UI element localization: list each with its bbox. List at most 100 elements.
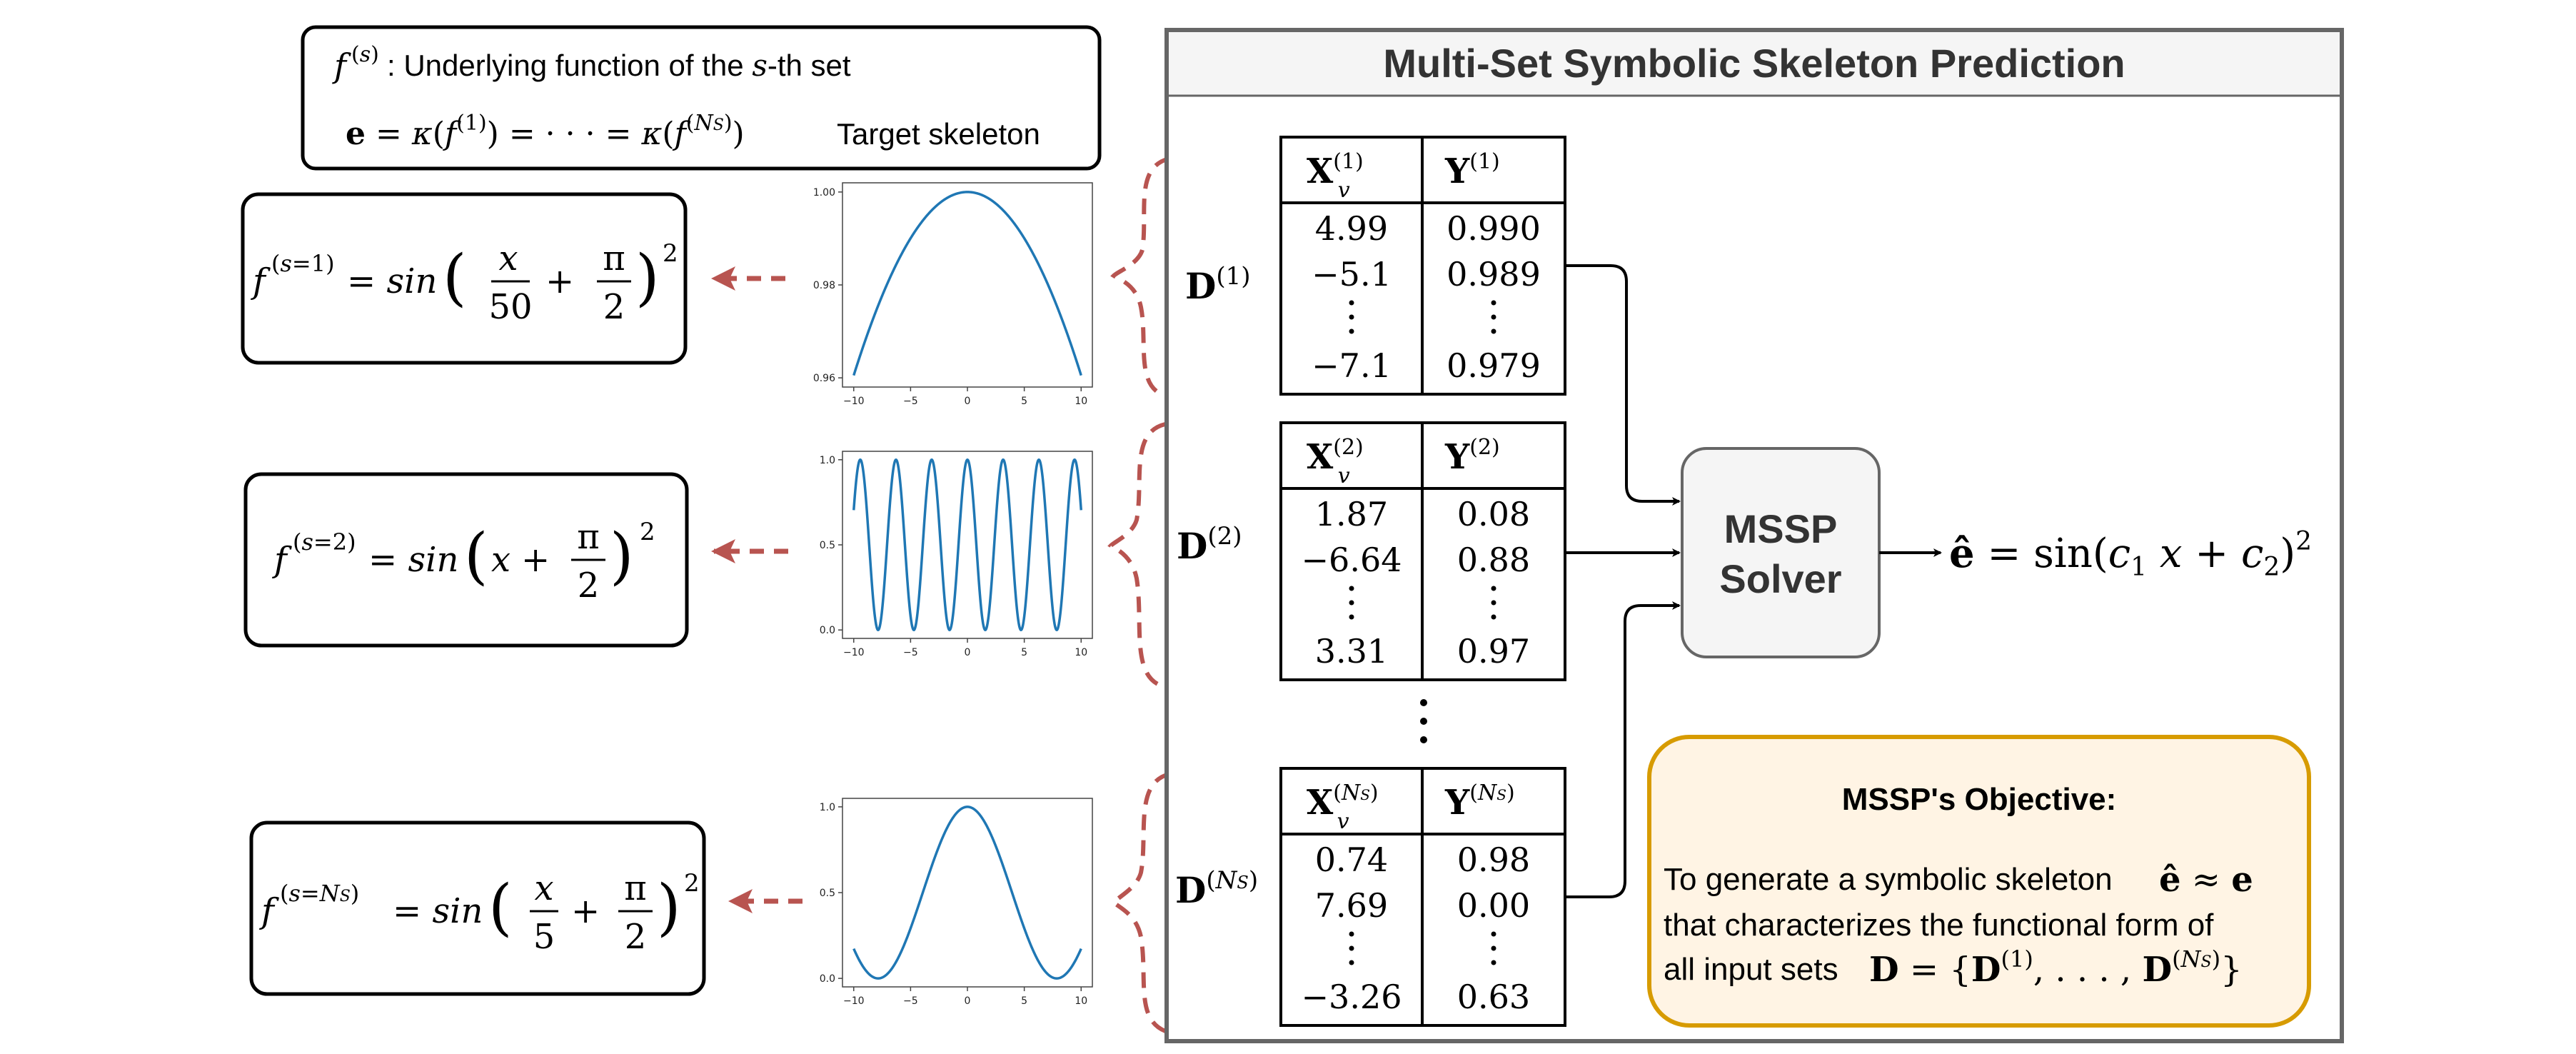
cell-y-value: 0.98 [1457,840,1530,879]
svg-text:2: 2 [625,917,647,957]
tables-ellipsis [1420,699,1427,743]
svg-text:= sin: = sin [368,540,458,580]
cell-y-value: 0.990 [1447,209,1541,248]
ellipsis-dot [1349,945,1354,951]
legend-box: f (s) : Underlying function of the s-th … [301,25,1102,171]
svg-text:: Underlying function of the s: : Underlying function of the s-th set [387,48,851,83]
ellipsis-dot [1491,328,1496,334]
x-tick-label: 0 [965,396,971,407]
objective-line3: all input sets [1664,952,1838,987]
svg-text:π: π [603,239,625,278]
plot-curve [852,458,1082,632]
svg-text:5: 5 [533,917,555,957]
y-tick-label: 0.0 [820,625,835,636]
svg-text:+: + [521,540,550,580]
function-box-3: f (s=NS) = sin ( x 5 + π 2 ) 2 [249,820,706,996]
ellipsis-dot [1349,328,1354,334]
ellipsis-dot [1491,614,1496,620]
legend-line1-text: : Underlying function of the [387,49,752,82]
data-table-1: X(1) v Y(1)4.99 0.990−5.1 0.989−7.1 0.979 [1279,136,1566,396]
x-tick-label: −5 [903,396,918,407]
plot-curve [852,191,1082,376]
svg-text:x: x [491,540,510,580]
arrow-set1-to-solver [1565,264,1681,506]
x-tick-label: 10 [1075,647,1087,658]
objective-line1: To generate a symbolic skeleton [1664,862,2113,897]
x-tick-label: −10 [843,647,865,658]
x-tick-label: 0 [965,647,971,658]
legend-line2-text: Target skeleton [837,117,1040,151]
x-tick-label: 5 [1021,995,1027,1007]
solver-line2: Solver [1719,556,1841,601]
ellipsis-dot [1349,614,1354,620]
legend-line1-end: -th set [768,49,851,82]
svg-text:2: 2 [640,518,655,546]
svg-text:π: π [624,868,647,908]
cell-x-value: 1.87 [1315,495,1388,533]
ellipsis-dot [1491,314,1496,320]
plot-frame [842,798,1093,988]
ellipsis-dot [1349,314,1354,320]
y-tick-label: 0.5 [820,888,835,899]
svg-text:(s=1): (s=1) [271,250,335,277]
svg-text:x: x [534,868,553,908]
ellipsis-dot [1491,945,1496,951]
x-tick-label: 5 [1021,647,1027,658]
plots-group: −10 −5 0 5 101.000.980.96−10 −5 0 5 101.00.50.0−… [813,182,1093,1007]
plot-3: −10 −5 0 5 10 1.0 0.5 0.0 [820,798,1093,1007]
brace-1 [1110,156,1170,399]
panel-title: Multi-Set Symbolic Skeleton Prediction [1383,41,2125,86]
tables-group: X(1) v Y(1)4.99 0.990−5.1 0.989−7.1 0.979X(2)… [1279,136,1566,1027]
y-tick-label: 0.98 [813,280,835,291]
cell-y-value: 0.989 [1447,255,1541,293]
x-tick-label: −10 [843,396,865,407]
cell-y-value: 0.00 [1457,886,1530,925]
solver-line1: MSSP [1724,506,1838,551]
x-tick-label: −10 [843,995,865,1007]
ellipsis-dot [1491,931,1496,937]
svg-text:): ) [610,521,634,592]
svg-text:(: ( [443,242,467,313]
objective-line2: that characterizes the functional form o… [1664,908,2214,943]
y-tick-label: 1.0 [820,802,835,813]
svg-text:2: 2 [603,287,625,327]
cell-x-value: −5.1 [1312,255,1392,293]
ellipsis-dot [1491,960,1496,965]
data-table-2: X(2) v Y(2)1.87 0.08−6.64 0.883.31 0.97 [1279,421,1566,681]
svg-text:2: 2 [663,239,678,268]
function-box-1: f (s=1) = sin ( x 50 + π 2 ) 2 [241,192,688,365]
x-tick-label: −5 [903,995,918,1007]
ellipsis-dot [1349,931,1354,937]
x-tick-label: 10 [1075,995,1087,1007]
ellipsis-dot [1491,600,1496,606]
cell-y-value: 0.88 [1457,541,1530,579]
cell-x-value: 0.74 [1315,840,1388,879]
cell-y-value: 0.08 [1457,495,1530,533]
cell-x-value: 7.69 [1315,886,1388,925]
plot-frame [842,451,1093,639]
brace-2 [1107,422,1166,689]
svg-text:(s=2): (s=2) [293,528,356,556]
y-tick-label: 1.00 [813,187,835,199]
svg-text:(: ( [464,521,488,592]
y-tick-label: 0.96 [813,373,835,384]
ellipsis-dot [1349,586,1354,591]
objective-box: MSSP's Objective: To generate a symbolic… [1647,735,2311,1028]
svg-text:): ) [635,242,660,313]
svg-text:= sin: = sin [393,891,483,931]
predicted-skeleton-equation: ê = sin(c1 x + c2)2 [1949,527,2312,582]
cell-y-value: 0.97 [1457,632,1530,671]
svg-text:(s=NS): (s=NS) [280,880,359,907]
brace-3 [1110,772,1170,1035]
x-tick-label: 10 [1075,396,1087,407]
cell-x-value: −7.1 [1312,346,1392,385]
dashed-braces [1107,156,1170,1035]
cell-x-value: 4.99 [1315,209,1388,248]
objective-title: MSSP's Objective: [1842,782,2117,817]
plot-2: −10 −5 0 5 10 1.0 0.5 0.0 [820,451,1093,658]
dashed-arrows [711,266,803,913]
ellipsis-dot [1349,960,1354,965]
cell-x-value: 3.31 [1315,632,1388,671]
input-arrows [1565,264,1681,898]
cell-x-value: −3.26 [1302,978,1402,1016]
